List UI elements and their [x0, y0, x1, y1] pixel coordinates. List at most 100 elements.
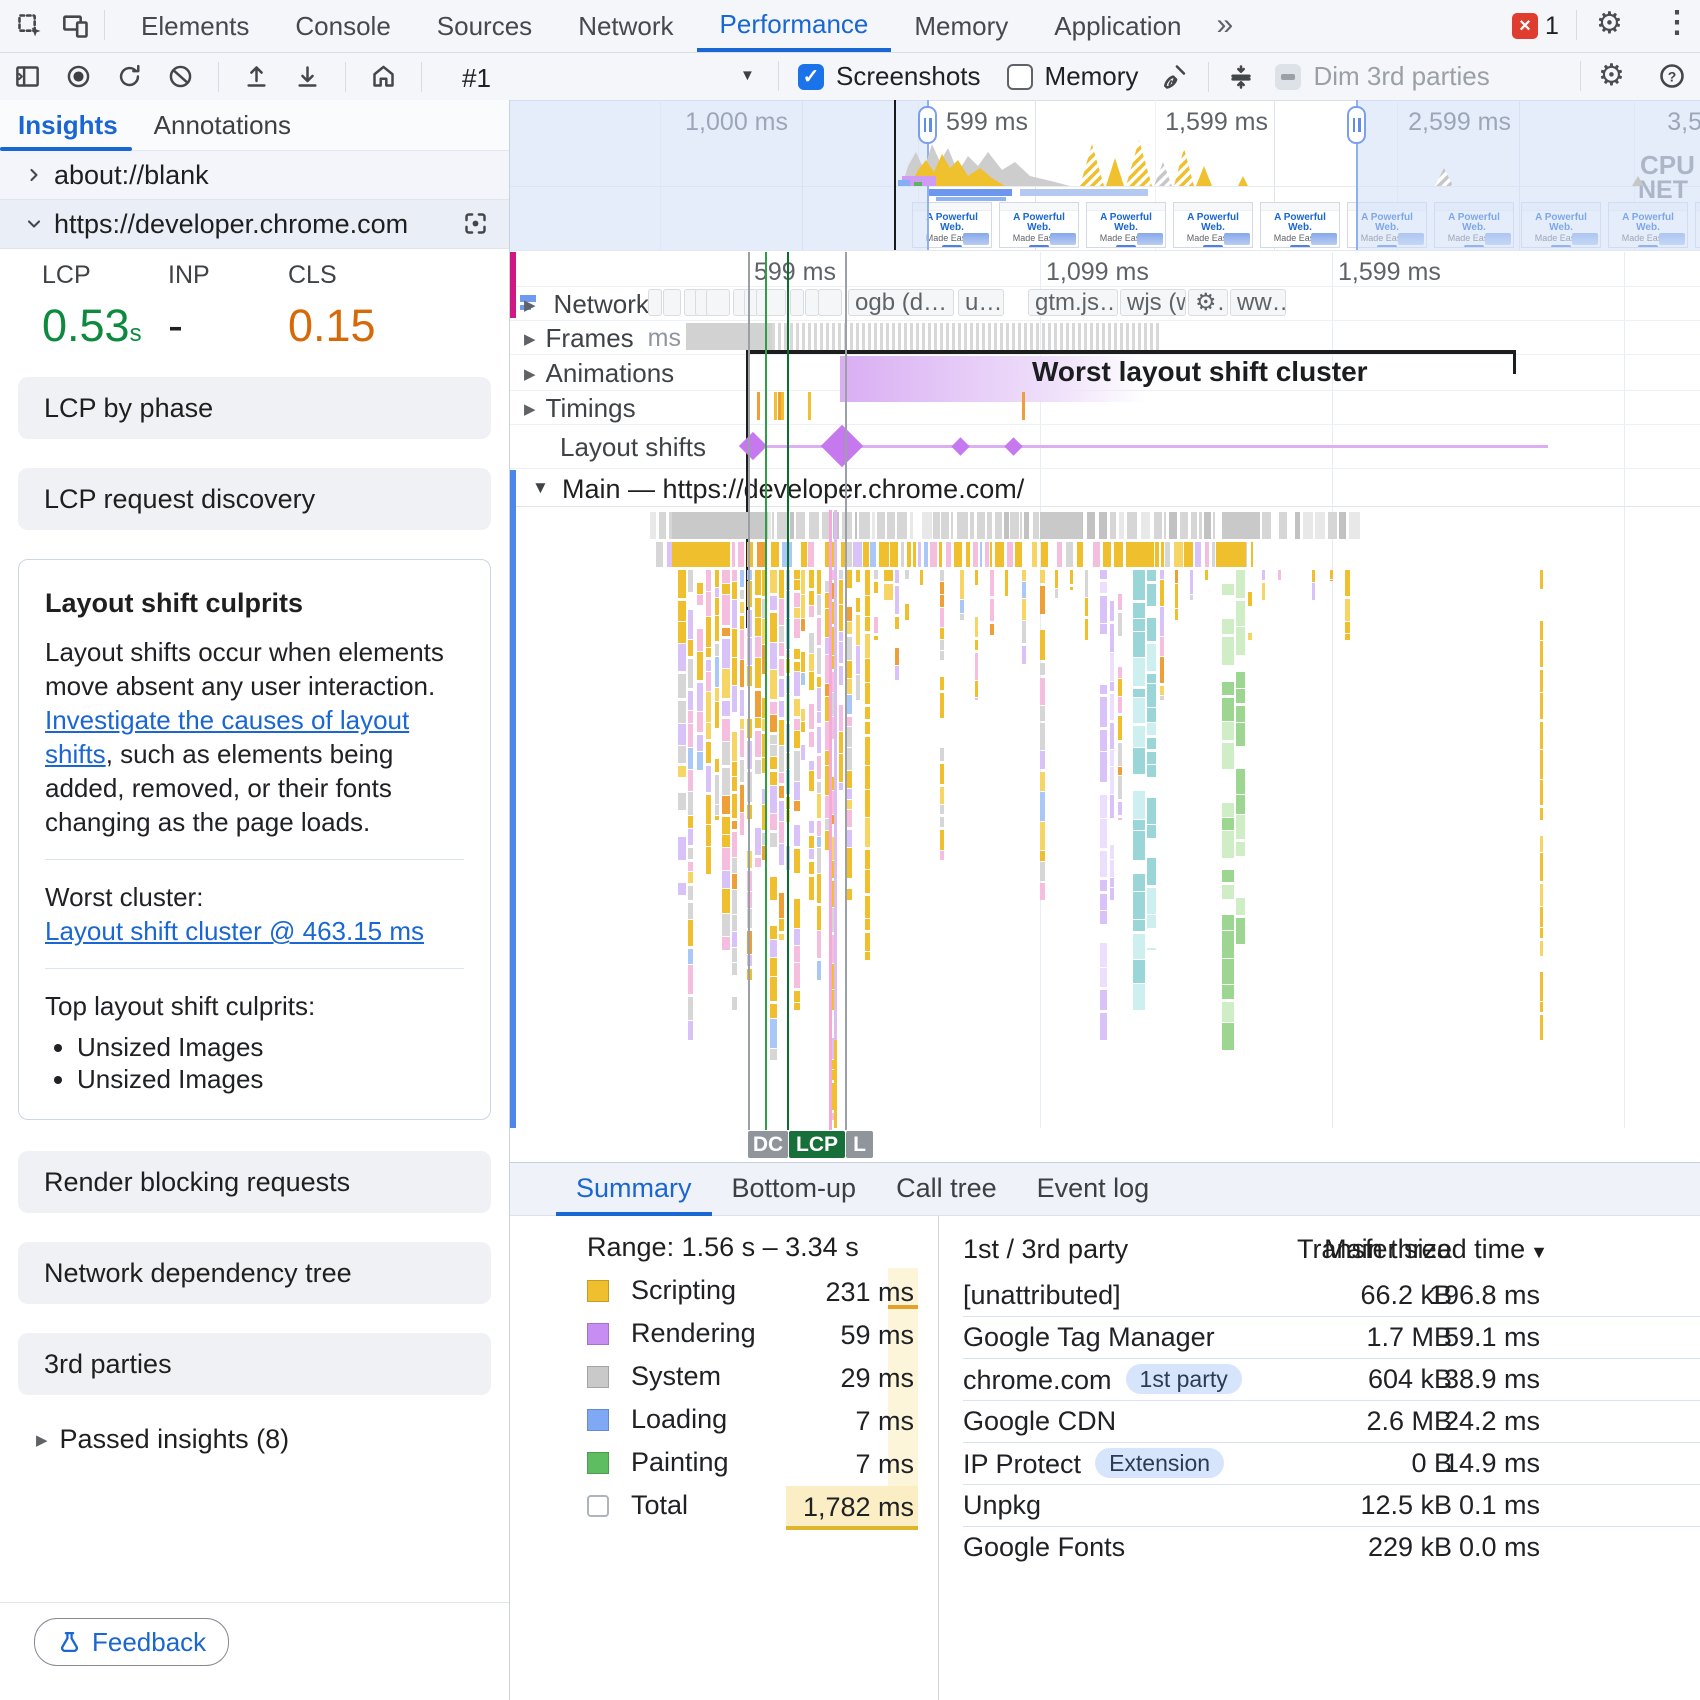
session-select[interactable]: #1	[462, 63, 491, 93]
col-header-party[interactable]: 1st / 3rd party	[963, 1234, 1129, 1264]
track-timings[interactable]: ▶ Timings	[524, 393, 636, 424]
investigate-link[interactable]: Investigate the causes of layout shifts	[45, 705, 410, 769]
layout-shift-diamond[interactable]	[738, 431, 768, 461]
tab-memory[interactable]: Memory	[914, 11, 1009, 41]
upload-profile-icon[interactable]	[243, 63, 270, 90]
layout-shift-culprits-card[interactable]: Layout shift culprits Layout shifts occu…	[18, 559, 491, 1120]
network-request-chip[interactable]	[790, 289, 804, 316]
capture-settings-gear-icon[interactable]: ⚙	[1598, 59, 1625, 92]
track-frames[interactable]: ▶ Frames ms	[524, 323, 681, 354]
tab-console[interactable]: Console	[295, 11, 391, 41]
track-animations[interactable]: ▶ Animations	[524, 358, 674, 389]
network-request-chip[interactable]: ⚙…	[1188, 289, 1228, 316]
layout-shift-diamond[interactable]	[820, 424, 864, 468]
tab-summary[interactable]: Summary	[556, 1163, 712, 1216]
collapse-flame-icon[interactable]	[1227, 63, 1255, 91]
timing-marker[interactable]	[1022, 392, 1025, 420]
clear-icon[interactable]	[167, 63, 194, 90]
error-count[interactable]: 1	[1545, 12, 1559, 40]
right-window-handle[interactable]	[1347, 106, 1366, 144]
layout-shift-diamond[interactable]	[1003, 436, 1023, 456]
col-header-transfer[interactable]: Transfer size	[1296, 1234, 1452, 1264]
network-request-chip[interactable]	[706, 289, 730, 316]
timing-marker[interactable]	[757, 392, 760, 420]
insight-card-3rd-parties[interactable]: 3rd parties	[18, 1333, 491, 1395]
network-request-chip[interactable]	[818, 289, 842, 316]
worst-cluster-link[interactable]: Layout shift cluster @ 463.15 ms	[45, 916, 425, 946]
table-row-name[interactable]: IP Protect Extension	[963, 1448, 1225, 1480]
table-row-name[interactable]: Unpkg	[963, 1490, 1042, 1520]
table-row-name[interactable]: [unattributed]	[963, 1280, 1121, 1310]
tab-application[interactable]: Application	[1054, 11, 1182, 41]
filmstrip-thumbnail[interactable]: A Powerful Web.Made Easier.	[1260, 202, 1340, 248]
tab-event-log[interactable]: Event log	[1036, 1173, 1150, 1203]
memory-label[interactable]: Memory	[1044, 61, 1139, 91]
viewfinder-icon[interactable]	[462, 210, 489, 237]
download-profile-icon[interactable]	[294, 63, 321, 90]
collect-garbage-icon[interactable]	[1160, 63, 1188, 91]
tab-performance[interactable]: Performance	[696, 0, 892, 52]
tab-bottom-up[interactable]: Bottom-up	[731, 1173, 857, 1203]
tab-sources[interactable]: Sources	[436, 11, 533, 41]
dim-3rd-parties-toggle[interactable]	[1275, 63, 1302, 90]
settings-gear-icon[interactable]: ⚙	[1596, 7, 1623, 40]
toggle-sidebar-icon[interactable]	[14, 63, 41, 90]
timing-marker[interactable]	[781, 392, 784, 420]
insight-card-network-dependency-tree[interactable]: Network dependency tree	[18, 1242, 491, 1304]
record-icon[interactable]	[65, 63, 92, 90]
expander-icon[interactable]: ▶	[524, 330, 536, 348]
session-dropdown-caret-icon[interactable]: ▼	[740, 67, 755, 84]
table-row-name[interactable]: chrome.com 1st party	[963, 1364, 1242, 1396]
timing-marker[interactable]	[808, 392, 811, 420]
left-window-handle[interactable]	[918, 106, 937, 144]
tab-network[interactable]: Network	[578, 11, 674, 41]
tab-annotations[interactable]: Annotations	[153, 109, 291, 140]
memory-checkbox[interactable]	[1006, 63, 1033, 90]
insight-card-lcp-request-discovery[interactable]: LCP request discovery	[18, 468, 491, 530]
total-checkbox[interactable]	[587, 1494, 609, 1517]
screenshots-label[interactable]: Screenshots	[836, 61, 981, 91]
chevron-down-icon[interactable]	[24, 214, 44, 234]
track-layout-shifts[interactable]: Layout shifts	[560, 432, 706, 463]
passed-insights-row[interactable]: ▶ Passed insights (8)	[36, 1424, 473, 1455]
timing-marker[interactable]	[778, 392, 781, 420]
error-count-badge[interactable]: ×	[1512, 13, 1538, 39]
network-request-chip[interactable]	[805, 289, 819, 316]
network-request-chip[interactable]: wjs (w…	[1120, 289, 1186, 316]
tab-elements[interactable]: Elements	[141, 11, 250, 41]
table-row-name[interactable]: Google Tag Manager	[963, 1322, 1215, 1352]
timing-marker[interactable]	[774, 392, 777, 420]
collapse-triangle-icon[interactable]: ▼	[532, 478, 549, 497]
tab-insights[interactable]: Insights	[18, 109, 118, 140]
network-request-chip[interactable]: u…	[958, 289, 1004, 316]
filmstrip-thumbnail[interactable]: A Powerful Web.Made Easier.	[999, 202, 1079, 248]
more-menu-icon[interactable]: ⋮	[1662, 6, 1692, 39]
network-request-chip[interactable]: gtm.js…	[1028, 289, 1118, 316]
network-request-chip[interactable]	[756, 289, 786, 316]
network-request-chip[interactable]: ogb (d…	[848, 289, 954, 316]
feedback-button[interactable]: Feedback	[34, 1618, 230, 1666]
col-header-main-thread[interactable]: Main thread time ▼	[1324, 1234, 1548, 1264]
reload-record-icon[interactable]	[116, 63, 143, 90]
network-request-chip[interactable]: ww…	[1230, 289, 1286, 316]
filmstrip-thumbnail[interactable]: A Powerful Web.Made Easier.	[1086, 202, 1166, 248]
sidebar-session-blank[interactable]: about://blank	[0, 151, 509, 200]
help-icon[interactable]: ?	[1658, 62, 1686, 90]
inspect-icon[interactable]	[16, 12, 44, 40]
network-request-chip[interactable]	[663, 289, 681, 316]
layout-shift-diamond[interactable]	[950, 436, 970, 456]
expander-icon[interactable]: ▶	[524, 296, 536, 314]
expander-icon[interactable]: ▶	[524, 400, 536, 418]
table-row-name[interactable]: Google Fonts	[963, 1532, 1126, 1562]
expander-icon[interactable]: ▶	[524, 365, 536, 383]
chevron-right-icon[interactable]	[24, 165, 44, 185]
more-tabs-icon[interactable]: »	[1216, 8, 1234, 41]
sidebar-session-site[interactable]: https://developer.chrome.com	[0, 200, 509, 249]
insight-card-lcp-by-phase[interactable]: LCP by phase	[18, 377, 491, 439]
home-environment-icon[interactable]	[370, 63, 397, 90]
insight-card-render-blocking-requests[interactable]: Render blocking requests	[18, 1151, 491, 1213]
filmstrip-thumbnail[interactable]: A Powerful Web.Made Easier.	[1173, 202, 1253, 248]
tab-call-tree[interactable]: Call tree	[896, 1173, 997, 1203]
network-request-chip[interactable]	[648, 289, 662, 316]
table-row-name[interactable]: Google CDN	[963, 1406, 1117, 1436]
